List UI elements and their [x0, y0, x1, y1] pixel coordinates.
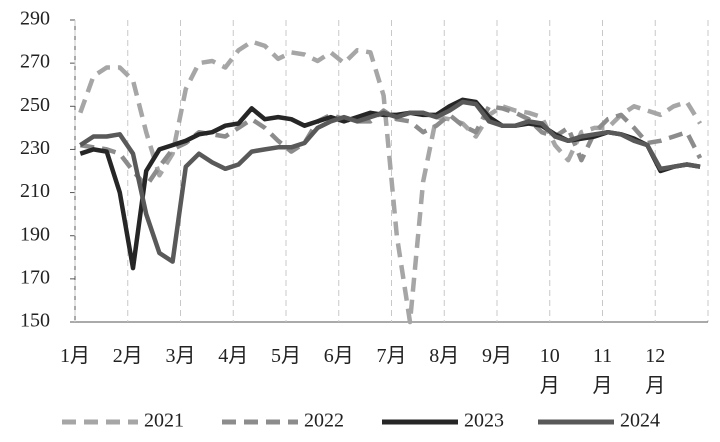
x-tick-label: 9月 — [482, 345, 512, 367]
x-tick-label: 7月 — [376, 345, 407, 367]
legend-label: 2022 — [304, 410, 344, 432]
x-tick-label: 2月 — [112, 345, 143, 367]
y-tick-label: 290 — [20, 8, 50, 30]
y-tick-label: 150 — [20, 310, 50, 332]
x-tick-label: 6月 — [323, 345, 354, 367]
y-tick-label: 170 — [20, 266, 50, 288]
series-line — [78, 39, 703, 325]
series-line — [79, 104, 703, 189]
y-tick-label: 230 — [20, 137, 50, 159]
legend-label: 2023 — [464, 410, 504, 432]
x-tick-label: 5月 — [271, 345, 301, 367]
series-line — [79, 99, 701, 264]
x-tick-label: 3月 — [165, 345, 196, 367]
y-tick-label: 250 — [20, 94, 50, 116]
y-tick-label: 190 — [20, 223, 50, 245]
x-tick-label: 12月 — [645, 345, 666, 397]
x-tick-label: 1月 — [60, 345, 90, 367]
y-tick-label: 270 — [20, 51, 50, 73]
x-tick-label: 11月 — [592, 345, 613, 397]
y-tick-label: 210 — [20, 180, 50, 202]
legend-label: 2024 — [620, 410, 660, 432]
x-tick-label: 4月 — [218, 345, 249, 367]
legend-label: 2021 — [144, 410, 184, 432]
x-tick-label: 8月 — [429, 345, 460, 367]
x-tick-label: 10月 — [539, 345, 560, 397]
